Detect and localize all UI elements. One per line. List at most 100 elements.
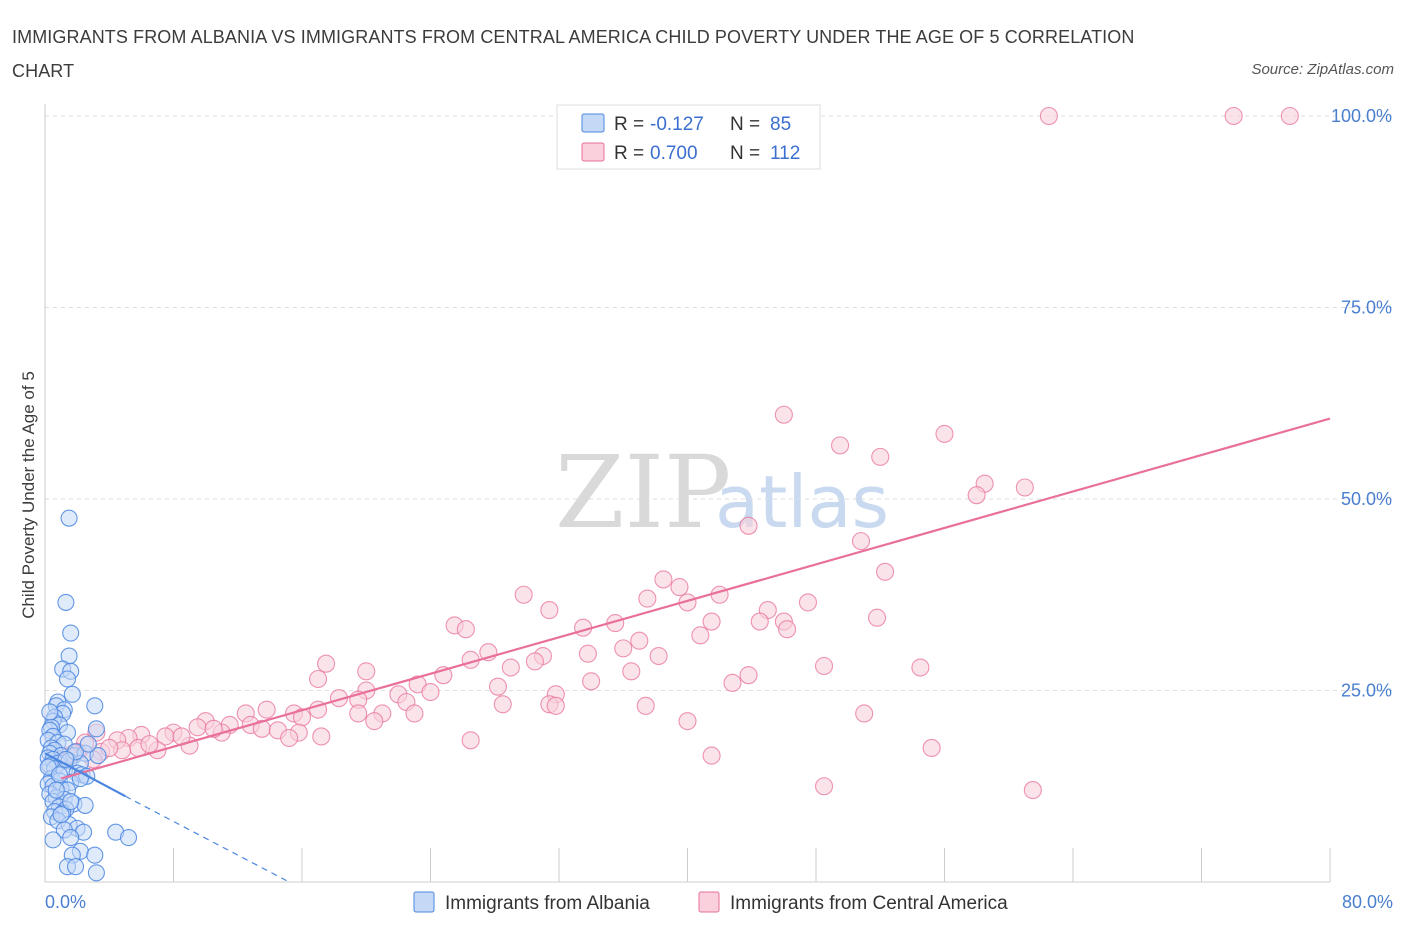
- bottom-legend-label-central-america: Immigrants from Central America: [730, 893, 1008, 914]
- legend-r-label-central-america: R =: [614, 143, 644, 164]
- central-america-point: [739, 666, 758, 685]
- central-america-point: [630, 631, 649, 650]
- central-america-point: [1023, 781, 1042, 800]
- central-america-point: [461, 731, 480, 750]
- y-tick-label: 75.0%: [1341, 298, 1392, 318]
- trendlines: [44, 417, 1331, 883]
- central-america-point: [514, 585, 533, 604]
- central-america-point: [871, 447, 890, 466]
- albania-points: [39, 509, 138, 882]
- legend-n-label-albania: N =: [730, 114, 760, 135]
- x-tick-labels: 0.0% 80.0%: [45, 892, 1393, 912]
- central-america-point: [349, 704, 368, 723]
- central-america-point: [1039, 106, 1058, 126]
- y-axis-label: Child Poverty Under the Age of 5: [19, 371, 38, 619]
- central-america-point: [488, 677, 508, 696]
- albania-point: [63, 685, 81, 703]
- central-america-point: [421, 682, 440, 702]
- legend-r-label-albania: R =: [614, 114, 644, 135]
- central-america-point: [851, 532, 871, 551]
- correlation-legend: R = -0.127 N = 85 R = 0.700 N = 112: [556, 104, 821, 170]
- bottom-legend-swatch-central-america: [698, 891, 720, 913]
- gridlines: [45, 115, 1392, 691]
- albania-point: [119, 829, 138, 847]
- central-america-point: [702, 746, 721, 765]
- central-america-point: [614, 639, 633, 658]
- albania-point: [66, 858, 85, 876]
- central-america-point: [312, 727, 331, 746]
- chart-source: Source: ZipAtlas.com: [1251, 61, 1394, 78]
- albania-point: [79, 735, 97, 753]
- central-america-point: [935, 424, 954, 443]
- albania-point: [62, 829, 80, 847]
- central-america-point: [140, 735, 159, 754]
- central-america-point: [723, 673, 742, 692]
- central-america-point: [678, 712, 697, 731]
- albania-point: [87, 864, 105, 882]
- central-america-points: [48, 106, 1299, 800]
- central-america-point: [654, 570, 673, 589]
- albania-point: [62, 624, 80, 642]
- central-america-point: [798, 593, 818, 612]
- central-america-point: [967, 486, 986, 505]
- central-america-point: [188, 718, 207, 737]
- central-america-point: [855, 704, 874, 723]
- albania-point: [76, 796, 94, 814]
- albania-point: [50, 766, 69, 784]
- albania-point: [44, 831, 62, 849]
- central-america-point: [501, 658, 520, 677]
- watermark-zip: ZIP: [555, 434, 731, 551]
- central-america-point: [814, 656, 834, 676]
- albania-point: [47, 781, 65, 799]
- albania-point: [86, 697, 104, 715]
- y-tick-label: 50.0%: [1341, 489, 1392, 509]
- central-america-point: [357, 662, 376, 681]
- legend-r-value-albania: -0.127: [650, 114, 704, 135]
- central-america-point: [739, 516, 758, 535]
- albania-trendline: [44, 752, 126, 798]
- central-america-point: [578, 644, 597, 663]
- series-legend: Immigrants from Albania Immigrants from …: [413, 891, 1008, 914]
- y-tick-labels: 25.0% 50.0% 75.0% 100.0%: [1331, 106, 1392, 701]
- watermark-atlas: atlas: [715, 460, 889, 544]
- central-america-point: [280, 728, 299, 748]
- central-america-point: [309, 669, 328, 689]
- bottom-legend-label-albania: Immigrants from Albania: [445, 893, 650, 914]
- central-america-point: [1224, 106, 1243, 126]
- legend-n-value-albania: 85: [770, 114, 791, 135]
- legend-n-value-central-america: 112: [770, 143, 800, 164]
- central-america-point: [405, 704, 424, 723]
- central-america-point: [710, 585, 729, 604]
- central-america-point: [814, 777, 834, 796]
- central-america-point: [636, 696, 655, 715]
- central-america-point: [622, 662, 641, 681]
- albania-point: [86, 846, 104, 864]
- central-america-point: [257, 700, 276, 719]
- albania-point: [60, 509, 78, 527]
- central-america-point: [649, 646, 668, 666]
- central-america-point: [691, 626, 710, 645]
- central-america-point: [867, 608, 887, 627]
- central-america-point: [831, 436, 850, 455]
- central-america-point: [702, 612, 721, 631]
- albania-point: [41, 703, 59, 721]
- albania-point: [89, 747, 107, 765]
- central-america-point: [911, 658, 930, 677]
- albania-point: [87, 720, 105, 738]
- central-america-point: [1280, 106, 1299, 126]
- bottom-legend-swatch-albania: [413, 891, 435, 913]
- central-america-trendline: [60, 417, 1331, 780]
- central-america-point: [546, 696, 565, 715]
- y-tick-label: 25.0%: [1341, 681, 1392, 701]
- chart-title: IMMIGRANTS FROM ALBANIA VS IMMIGRANTS FR…: [12, 27, 1135, 81]
- y-tick-label: 100.0%: [1331, 106, 1392, 126]
- central-america-point: [456, 620, 475, 639]
- central-america-point: [493, 695, 512, 714]
- legend-r-value-central-america: 0.700: [650, 143, 698, 164]
- central-america-point: [876, 562, 895, 581]
- central-america-point: [778, 620, 797, 639]
- legend-swatch-central-america: [581, 142, 605, 162]
- albania-trendline-extension: [125, 795, 290, 883]
- albania-point: [62, 793, 80, 811]
